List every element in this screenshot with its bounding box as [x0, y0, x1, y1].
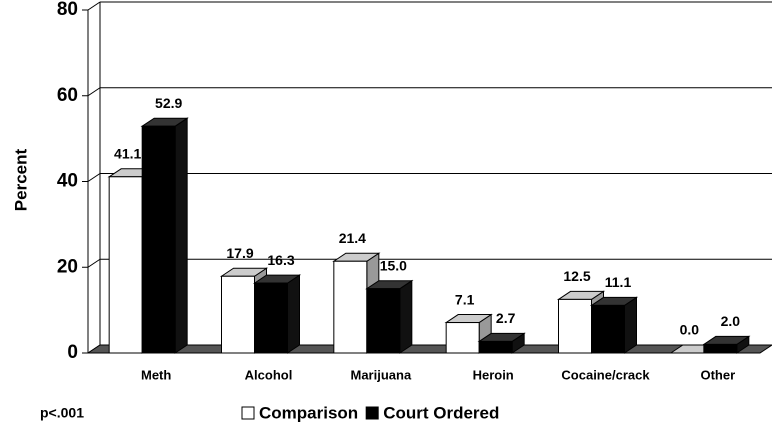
bar [591, 304, 625, 354]
bar-side [287, 274, 300, 354]
legend-label: Court Ordered [383, 403, 499, 422]
bar [478, 340, 513, 354]
value-label: 41.1 [114, 145, 141, 161]
bar [108, 176, 143, 354]
x-tick-label: Heroin [473, 367, 514, 382]
value-label: 12.5 [563, 268, 590, 284]
y-tick-label: 40 [57, 171, 78, 192]
bar [445, 322, 480, 354]
bar-side [624, 296, 637, 354]
y-axis-label: Percent [11, 148, 30, 211]
bar [558, 298, 592, 354]
y-tick-label: 0 [67, 342, 78, 363]
legend-swatch [365, 406, 379, 420]
bar-side [399, 279, 413, 354]
annotation: p<.001 [40, 405, 84, 421]
grid-line-side [87, 173, 101, 182]
bar [254, 282, 288, 354]
grid-line-side [87, 258, 101, 268]
value-label: 0.0 [680, 322, 700, 338]
value-label: 7.1 [455, 291, 475, 307]
bar-side [174, 117, 188, 354]
bar [141, 125, 176, 354]
value-label: 17.9 [226, 245, 253, 261]
value-label: 52.9 [155, 95, 182, 111]
value-label: 2.7 [496, 310, 516, 326]
x-tick-label: Marijuana [350, 367, 411, 382]
x-tick-label: Cocaine/crack [561, 367, 650, 382]
floor [86, 344, 772, 354]
value-label: 11.1 [605, 274, 632, 290]
value-label: 16.3 [267, 252, 294, 268]
grid-line-side [87, 1, 101, 11]
legend-swatch [241, 406, 255, 420]
bar [221, 275, 255, 354]
bar [366, 288, 401, 354]
legend-label: Comparison [259, 403, 358, 422]
y-tick-label: 60 [57, 85, 78, 106]
y-tick-label: 80 [57, 0, 78, 20]
x-tick-label: Alcohol [245, 367, 293, 382]
bar [703, 343, 738, 354]
x-tick-label: Other [700, 367, 735, 382]
bar [333, 260, 368, 354]
value-label: 2.0 [721, 313, 741, 329]
y-tick-label: 20 [57, 256, 78, 277]
value-label: 15.0 [380, 257, 407, 273]
value-label: 21.4 [339, 230, 366, 246]
grid-line-side [87, 87, 101, 97]
x-tick-label: Meth [141, 367, 171, 382]
